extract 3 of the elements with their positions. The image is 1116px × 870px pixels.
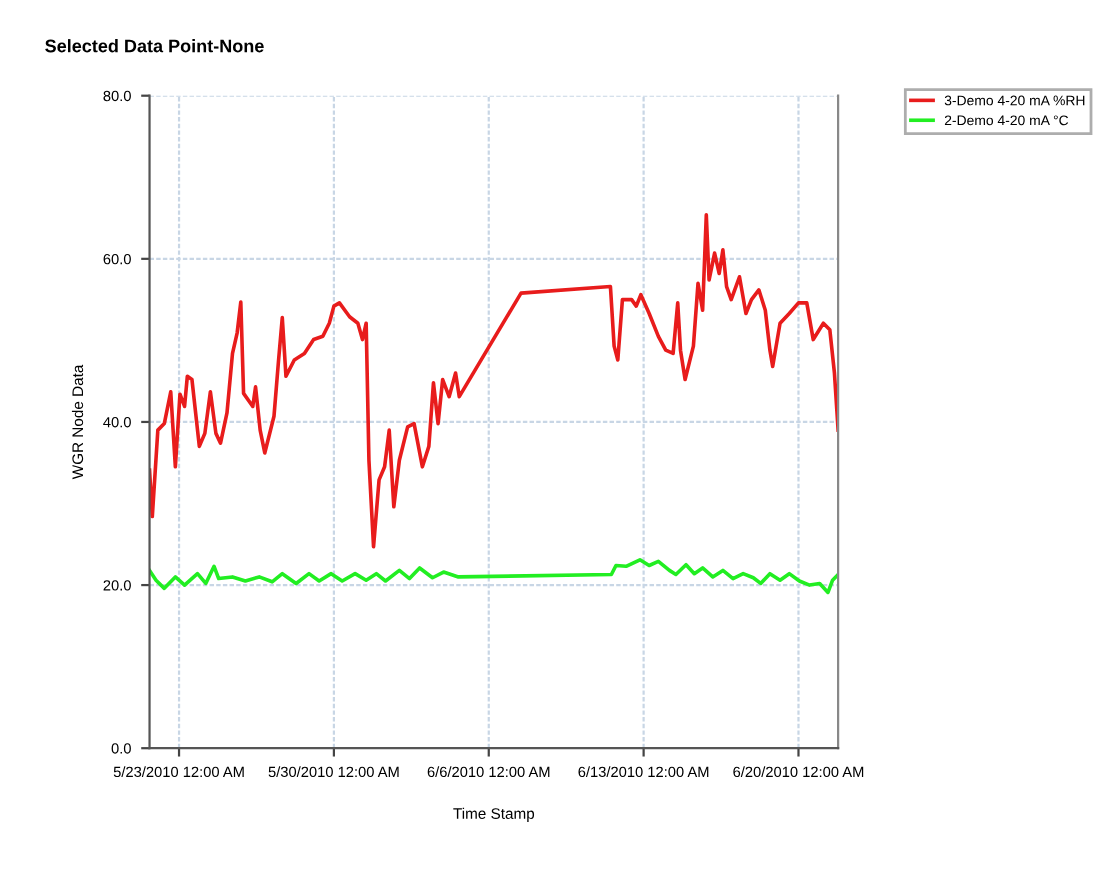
line-series xyxy=(149,557,839,595)
chart-title: Selected Data Point-None xyxy=(45,39,264,53)
line-series xyxy=(149,212,839,549)
